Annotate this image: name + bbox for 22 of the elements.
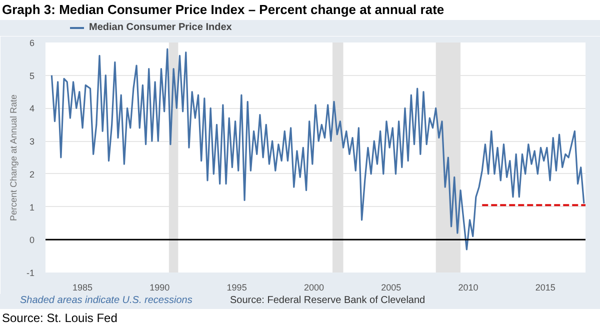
- x-tick-label: 2000: [304, 282, 324, 292]
- legend-label: Median Consumer Price Index: [89, 20, 232, 35]
- source-note: Source: Federal Reserve Bank of Cleveland: [230, 294, 426, 308]
- x-tick-label: 1985: [72, 282, 93, 292]
- line-series: [50, 48, 585, 250]
- y-tick-label: 6: [29, 38, 35, 48]
- x-tick-label: 1995: [226, 282, 247, 292]
- y-tick-label: 0: [29, 235, 35, 246]
- y-tick-label: 2: [29, 169, 35, 180]
- x-tick-label: 2015: [535, 282, 556, 292]
- source-note: Source: St. Louis Fed: [2, 310, 118, 327]
- y-tick-label: 3: [29, 136, 35, 147]
- x-tick-label: 1990: [150, 282, 170, 292]
- x-tick-label: 2010: [458, 282, 478, 292]
- y-axis-title: Percent Change at Annual Rate: [8, 94, 18, 222]
- y-tick-label: -1: [26, 268, 35, 278]
- text: Shaded areas indicate U.S. recessions: [20, 294, 192, 308]
- y-tick-label: 5: [29, 70, 35, 81]
- x-tick-label: 2005: [381, 282, 402, 292]
- y-tick-label: 4: [29, 104, 35, 114]
- y-tick-label: 1: [29, 202, 35, 212]
- chart-title: Graph 3: Median Consumer Price Index – Percent change at annual rate: [0, 0, 600, 20]
